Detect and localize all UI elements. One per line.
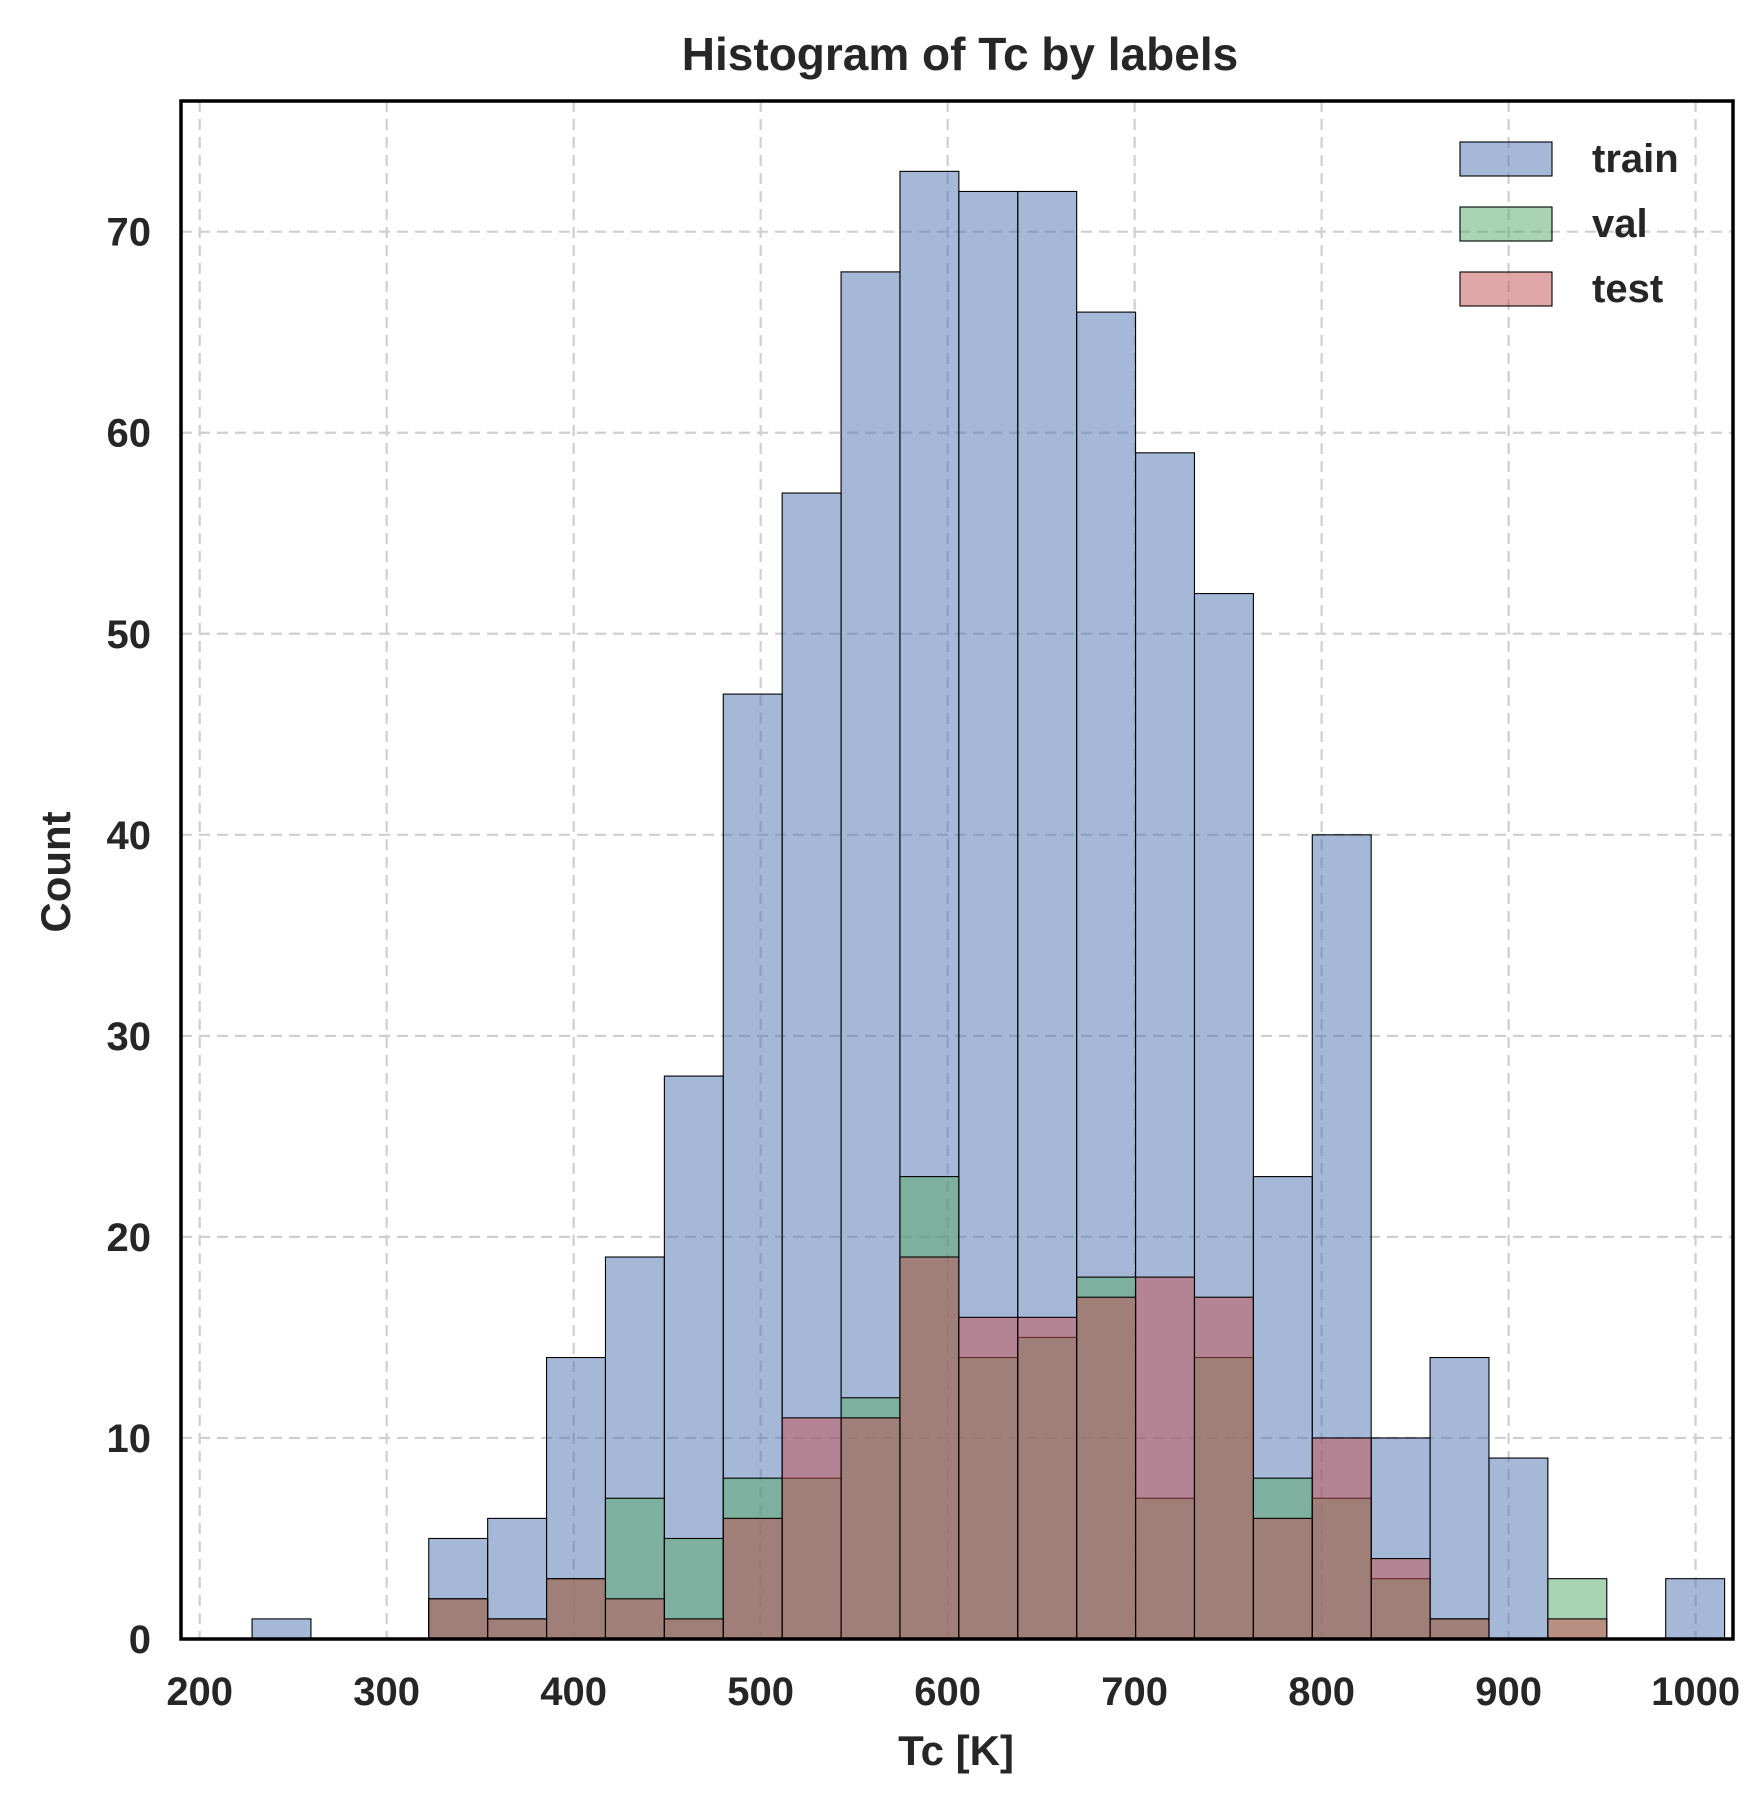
legend-swatch-train (1459, 141, 1553, 177)
test-bar-3 (428, 1598, 489, 1640)
legend: train val test (1459, 137, 1679, 311)
test-bar-7 (663, 1618, 724, 1640)
y-tick-label-7: 70 (107, 211, 152, 255)
test-bar-6 (604, 1598, 665, 1640)
y-axis-label: Count (32, 811, 79, 932)
x-tick-label-6: 800 (1288, 1670, 1355, 1714)
legend-label-test: test (1592, 267, 1663, 311)
x-tick-label-7: 900 (1475, 1670, 1542, 1714)
y-tick-label-0: 0 (129, 1618, 151, 1662)
legend-swatch-val (1459, 206, 1553, 242)
histogram-bars (251, 170, 1726, 1640)
series-test (428, 1256, 1608, 1640)
y-axis-ticks: 0 10 20 30 40 50 60 70 (107, 211, 152, 1662)
legend-label-val: val (1592, 202, 1648, 246)
y-tick-label-2: 20 (107, 1216, 152, 1260)
test-bar-4 (487, 1618, 548, 1640)
test-bar-20 (1429, 1618, 1490, 1640)
train-bar-0 (251, 1618, 312, 1640)
test-bar-5 (546, 1578, 607, 1640)
train-bar-20 (1429, 1356, 1490, 1640)
y-tick-label-6: 60 (107, 412, 152, 456)
x-tick-label-3: 500 (727, 1670, 794, 1714)
x-tick-label-8: 1000 (1651, 1670, 1740, 1714)
x-tick-label-4: 600 (914, 1670, 981, 1714)
test-bar-10 (840, 1417, 901, 1640)
y-tick-label-4: 40 (107, 814, 152, 858)
legend-swatch-test (1459, 271, 1553, 307)
test-bar-12 (958, 1316, 1019, 1640)
test-bar-16 (1193, 1296, 1254, 1640)
test-bar-9 (781, 1417, 842, 1640)
train-bar-21 (1488, 1457, 1549, 1640)
y-tick-label-1: 10 (107, 1417, 152, 1461)
plot-frame (179, 99, 1735, 1641)
test-bar-17 (1252, 1517, 1313, 1640)
x-tick-label-1: 300 (353, 1670, 420, 1714)
y-tick-label-5: 50 (107, 613, 152, 657)
test-bar-19 (1370, 1558, 1431, 1640)
test-bar-11 (899, 1256, 960, 1640)
test-bar-14 (1076, 1296, 1137, 1640)
test-bar-18 (1311, 1437, 1372, 1640)
test-bar-22 (1547, 1618, 1608, 1640)
x-tick-label-0: 200 (166, 1670, 233, 1714)
chart-title: Histogram of Tc by labels (682, 28, 1238, 80)
test-bar-8 (722, 1517, 783, 1640)
y-tick-label-3: 30 (107, 1015, 152, 1059)
x-axis-label: Tc [K] (898, 1727, 1014, 1774)
test-bar-15 (1135, 1276, 1196, 1640)
x-tick-label-2: 400 (540, 1670, 607, 1714)
x-tick-label-5: 700 (1101, 1670, 1168, 1714)
x-axis-ticks: 200 300 400 500 600 700 800 900 1000 (166, 1670, 1740, 1714)
legend-label-train: train (1592, 137, 1679, 181)
train-bar-24 (1665, 1578, 1726, 1640)
test-bar-13 (1017, 1316, 1078, 1640)
